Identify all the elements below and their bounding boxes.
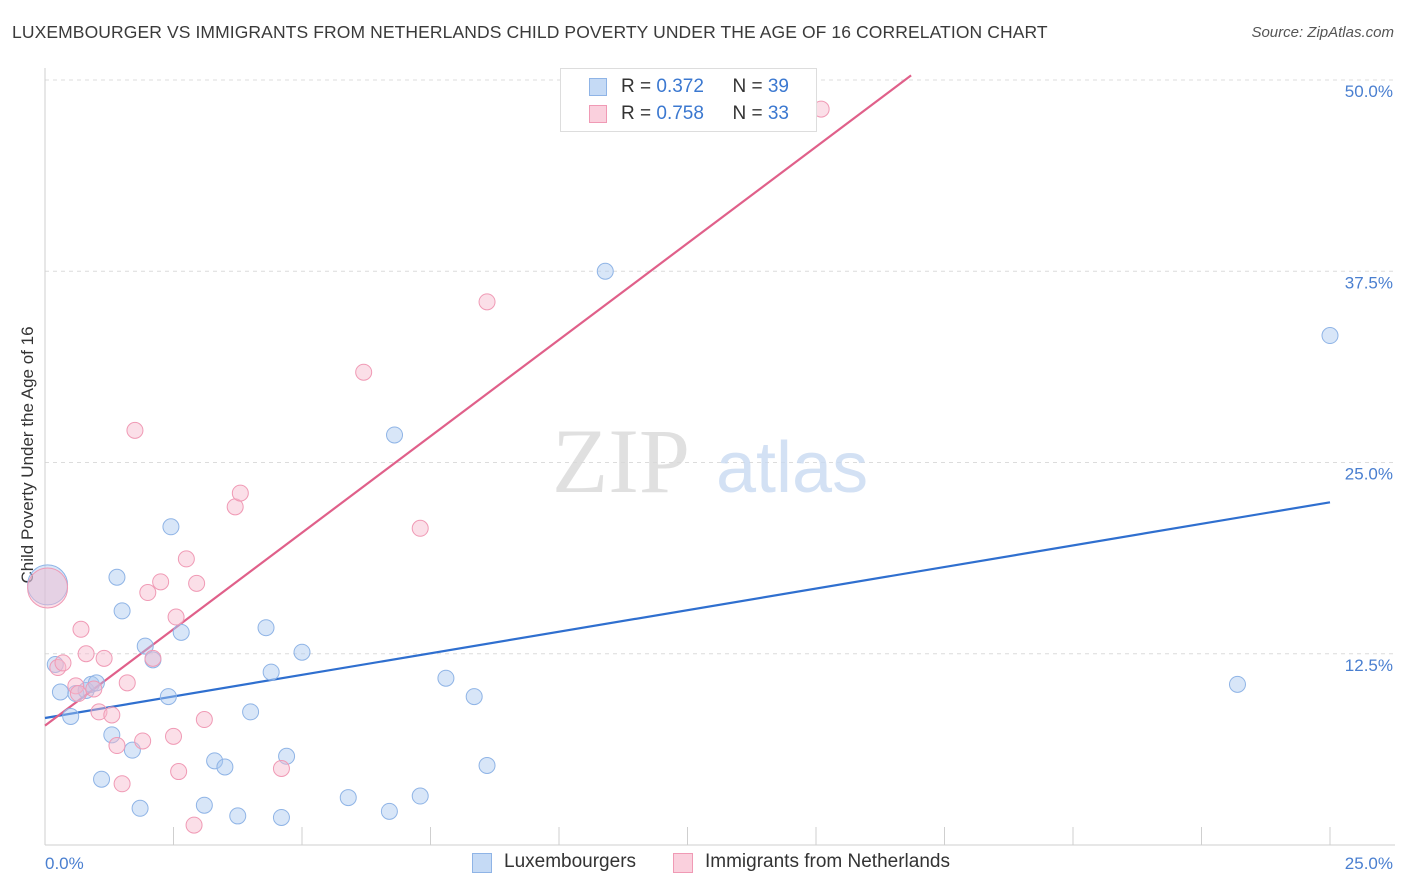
point-luxembourgers	[131, 799, 149, 817]
bottom-swatch-luxembourgers	[472, 853, 492, 873]
point-luxembourgers	[386, 426, 404, 444]
point-luxembourgers	[380, 802, 398, 820]
point-netherlands	[355, 363, 373, 381]
point-netherlands	[77, 645, 95, 663]
point-netherlands	[188, 574, 206, 592]
point-luxembourgers	[293, 643, 311, 661]
point-netherlands	[144, 649, 162, 667]
legend-n-value: 39	[767, 76, 789, 97]
point-luxembourgers	[216, 758, 234, 776]
legend-n-value: 33	[767, 103, 789, 124]
point-netherlands	[95, 649, 113, 667]
point-netherlands	[167, 608, 185, 626]
point-luxembourgers	[108, 568, 126, 586]
grid-lines	[45, 79, 1395, 655]
bottom-legend-label: Luxembourgers	[504, 851, 637, 872]
legend-swatch-netherlands	[589, 105, 607, 123]
watermark-zip: ZIP	[552, 410, 690, 512]
y-tick-label: 12.5%	[1345, 656, 1393, 675]
point-netherlands	[103, 706, 121, 724]
point-luxembourgers	[172, 623, 190, 641]
point-netherlands	[272, 760, 290, 777]
point-netherlands	[118, 674, 136, 692]
point-luxembourgers	[596, 262, 614, 280]
point-luxembourgers	[437, 669, 455, 687]
point-netherlands	[49, 659, 67, 677]
point-luxembourgers	[229, 807, 247, 825]
chart-title: LUXEMBOURGER VS IMMIGRANTS FROM NETHERLA…	[12, 22, 1048, 42]
bottom-legend-label: Immigrants from Netherlands	[705, 851, 950, 872]
point-netherlands	[152, 573, 170, 591]
point-netherlands	[185, 816, 203, 834]
watermark-atlas: atlas	[716, 428, 868, 508]
point-luxembourgers	[206, 752, 224, 770]
legend-r-value: 0.758	[656, 103, 704, 124]
point-netherlands	[134, 732, 152, 750]
point-netherlands	[126, 421, 144, 439]
y-tick-label: 37.5%	[1345, 273, 1393, 292]
point-netherlands	[165, 727, 182, 745]
point-luxembourgers	[1228, 675, 1246, 693]
point-luxembourgers	[272, 808, 290, 826]
point-luxembourgers	[257, 619, 275, 637]
point-netherlands	[411, 519, 429, 537]
point-luxembourgers	[159, 688, 177, 706]
point-netherlands	[195, 711, 213, 729]
point-netherlands	[27, 567, 69, 609]
point-netherlands	[72, 620, 90, 638]
bottom-swatch-netherlands	[673, 853, 693, 873]
legend-swatch-luxembourgers	[589, 78, 607, 96]
point-netherlands	[231, 484, 249, 502]
stats-legend: R = 0.372 N = 39 R = 0.758 N = 33	[560, 68, 817, 132]
point-luxembourgers	[93, 770, 111, 788]
point-luxembourgers	[411, 787, 429, 805]
legend-r-value: 0.372	[656, 76, 704, 97]
point-luxembourgers	[242, 703, 260, 721]
legend-r-label: R =	[621, 76, 657, 97]
point-netherlands	[177, 550, 195, 568]
point-luxembourgers	[162, 518, 180, 536]
point-netherlands	[90, 703, 108, 721]
point-netherlands	[478, 293, 496, 311]
point-luxembourgers	[465, 688, 483, 706]
source-credit: Source: ZipAtlas.com	[1251, 24, 1394, 41]
legend-n-label: N =	[732, 103, 768, 124]
data-points	[27, 100, 1339, 834]
trend-line-netherlands	[44, 74, 912, 727]
y-tick-label: 25.0%	[1345, 465, 1393, 484]
point-luxembourgers	[1321, 327, 1339, 345]
point-netherlands	[54, 654, 72, 672]
point-luxembourgers	[113, 602, 131, 620]
point-netherlands	[108, 737, 126, 755]
x-tick-label: 0.0%	[45, 854, 84, 873]
point-luxembourgers	[262, 663, 280, 681]
y-tick-label: 50.0%	[1345, 82, 1393, 101]
legend-n-label: N =	[732, 76, 768, 97]
axes	[44, 68, 1395, 846]
point-luxembourgers	[195, 796, 213, 814]
point-netherlands	[85, 680, 103, 698]
trend-line-luxembourgers	[44, 501, 1331, 720]
tick-labels: 12.5% 25.0% 37.5% 50.0% 0.0% 25.0%	[45, 82, 1393, 873]
point-luxembourgers	[51, 683, 69, 701]
point-netherlands	[69, 685, 87, 703]
legend-r-label: R =	[621, 103, 657, 124]
point-luxembourgers	[103, 726, 121, 744]
point-netherlands	[113, 775, 131, 793]
point-luxembourgers	[478, 756, 496, 774]
point-luxembourgers	[136, 637, 154, 655]
x-tick-label: 25.0%	[1345, 854, 1393, 873]
point-netherlands	[139, 584, 157, 602]
point-netherlands	[170, 763, 188, 781]
point-luxembourgers	[62, 707, 80, 725]
trend-lines	[44, 74, 1331, 727]
point-luxembourgers	[339, 789, 357, 807]
